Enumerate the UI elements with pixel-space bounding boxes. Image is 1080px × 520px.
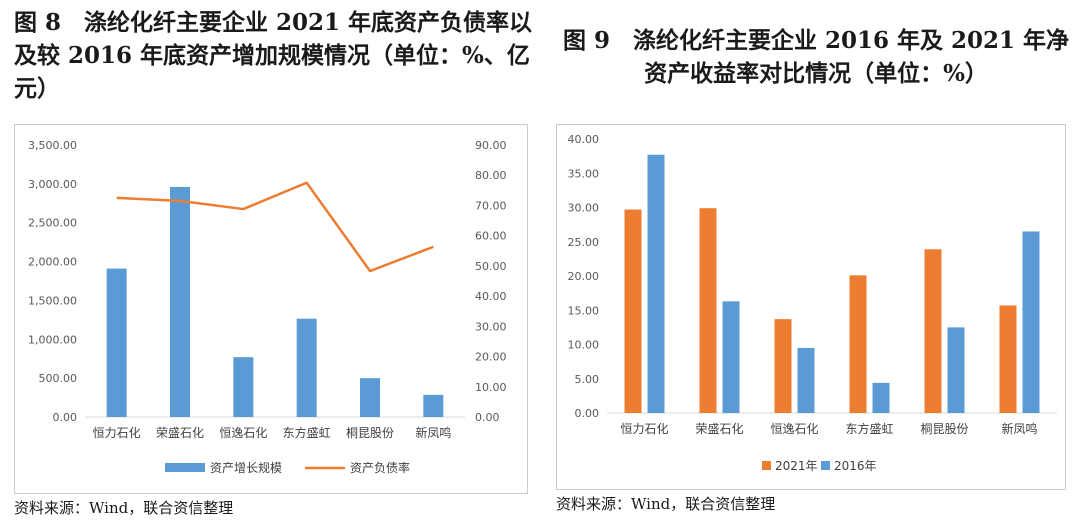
bar-roe-2021 (924, 249, 942, 413)
x-category-label: 新凤鸣 (415, 425, 451, 440)
figure8-chart: 0.00 500.00 1,000.00 1,500.00 2,000.00 2,500.… (14, 124, 528, 494)
x-category-label: 新凤鸣 (1001, 421, 1037, 436)
figure9-title: 图 9 涤纶化纤主要企业 2016 年及 2021 年净资产收益率对比情况（单位… (562, 27, 1070, 87)
y2-tick-label: 10.00 (475, 381, 507, 394)
line-debt-ratio (116, 181, 434, 273)
bar-roe-2021 (774, 319, 792, 413)
y-tick-label: 0.00 (53, 411, 78, 424)
bar-roe-2021 (624, 209, 642, 413)
bar-roe-2021 (699, 208, 717, 413)
y-tick-label: 35.00 (568, 167, 600, 180)
figure9-chart: 0.00 5.00 10.00 15.00 20.00 25.00 30.00 35.00 40… (556, 124, 1066, 490)
figure8-source: 资料来源：Wind，联合资信整理 (14, 499, 234, 517)
x-category-label: 恒逸石化 (219, 426, 267, 440)
figure9-svg: 0.00 5.00 10.00 15.00 20.00 25.00 30.00 35.00 40… (568, 133, 1057, 473)
x-category-label: 恒力石化 (620, 422, 668, 436)
y-tick-label: 40.00 (568, 133, 600, 146)
y2-tick-label: 20.00 (475, 351, 507, 364)
y2-tick-label: 80.00 (475, 169, 507, 182)
x-category-label: 桐昆股份 (346, 426, 394, 440)
bar-roe-2016 (947, 327, 965, 413)
y2-tick-label: 40.00 (475, 290, 507, 303)
y2-tick-label: 50.00 (475, 260, 507, 273)
legend-label-line: 资产负债率 (350, 460, 410, 475)
y-tick-label: 30.00 (568, 202, 600, 215)
legend-swatch-2021 (762, 461, 771, 470)
legend-swatch-2016 (821, 461, 830, 470)
figure8-svg: 0.00 500.00 1,000.00 1,500.00 2,000.00 2,500.… (28, 139, 507, 475)
y2-tick-label: 60.00 (475, 230, 507, 243)
x-category-label: 恒逸石化 (770, 422, 818, 436)
x-category-label: 东方盛虹 (283, 425, 331, 440)
legend-swatch-bar (165, 463, 205, 472)
y-tick-label: 1,500.00 (28, 294, 77, 307)
y-tick-label: 2,500.00 (28, 217, 77, 230)
y-tick-label: 500.00 (39, 372, 78, 385)
x-category-label: 东方盛虹 (845, 421, 893, 436)
y2-tick-label: 90.00 (475, 139, 507, 152)
bar-asset-growth (233, 357, 254, 417)
y-tick-label: 1,000.00 (28, 333, 77, 346)
x-category-label: 荣盛石化 (695, 421, 743, 436)
legend-label-2021: 2021年 (775, 459, 818, 473)
bar-roe-2016 (1022, 231, 1040, 413)
x-category-label: 桐昆股份 (920, 422, 968, 436)
bar-roe-2021 (999, 305, 1017, 413)
bar-asset-growth (296, 318, 317, 417)
y-tick-label: 3,500.00 (28, 139, 77, 152)
y2-tick-label: 0.00 (475, 411, 500, 424)
bar-asset-growth (106, 268, 127, 417)
y2-tick-label: 30.00 (475, 320, 507, 333)
bar-roe-2016 (722, 301, 740, 413)
bar-asset-growth (170, 186, 190, 417)
bar-asset-growth (423, 394, 444, 417)
y-tick-label: 15.00 (568, 304, 600, 317)
y-tick-label: 0.00 (575, 407, 600, 420)
y-tick-label: 3,000.00 (28, 178, 77, 191)
bar-roe-2021 (849, 275, 867, 413)
y-tick-label: 5.00 (575, 373, 600, 386)
y-tick-label: 10.00 (568, 339, 600, 352)
figure8-title: 图 8 涤纶化纤主要企业 2021 年底资产负债率以及较 2016 年底资产增加… (14, 9, 533, 102)
legend-label-2016: 2016年 (834, 459, 877, 473)
x-category-label: 恒力石化 (93, 426, 141, 440)
y-tick-label: 25.00 (568, 236, 600, 249)
legend-label-bar: 资产增长规模 (210, 460, 282, 475)
bar-roe-2016 (797, 347, 815, 413)
bar-asset-growth (360, 378, 380, 417)
figure9-source: 资料来源：Wind，联合资信整理 (556, 495, 776, 513)
bar-roe-2016 (872, 382, 890, 413)
bar-roe-2016 (647, 154, 665, 413)
y-tick-label: 20.00 (568, 270, 600, 283)
x-category-label: 荣盛石化 (156, 425, 204, 440)
y-tick-label: 2,000.00 (28, 256, 77, 269)
y2-tick-label: 70.00 (475, 199, 507, 212)
